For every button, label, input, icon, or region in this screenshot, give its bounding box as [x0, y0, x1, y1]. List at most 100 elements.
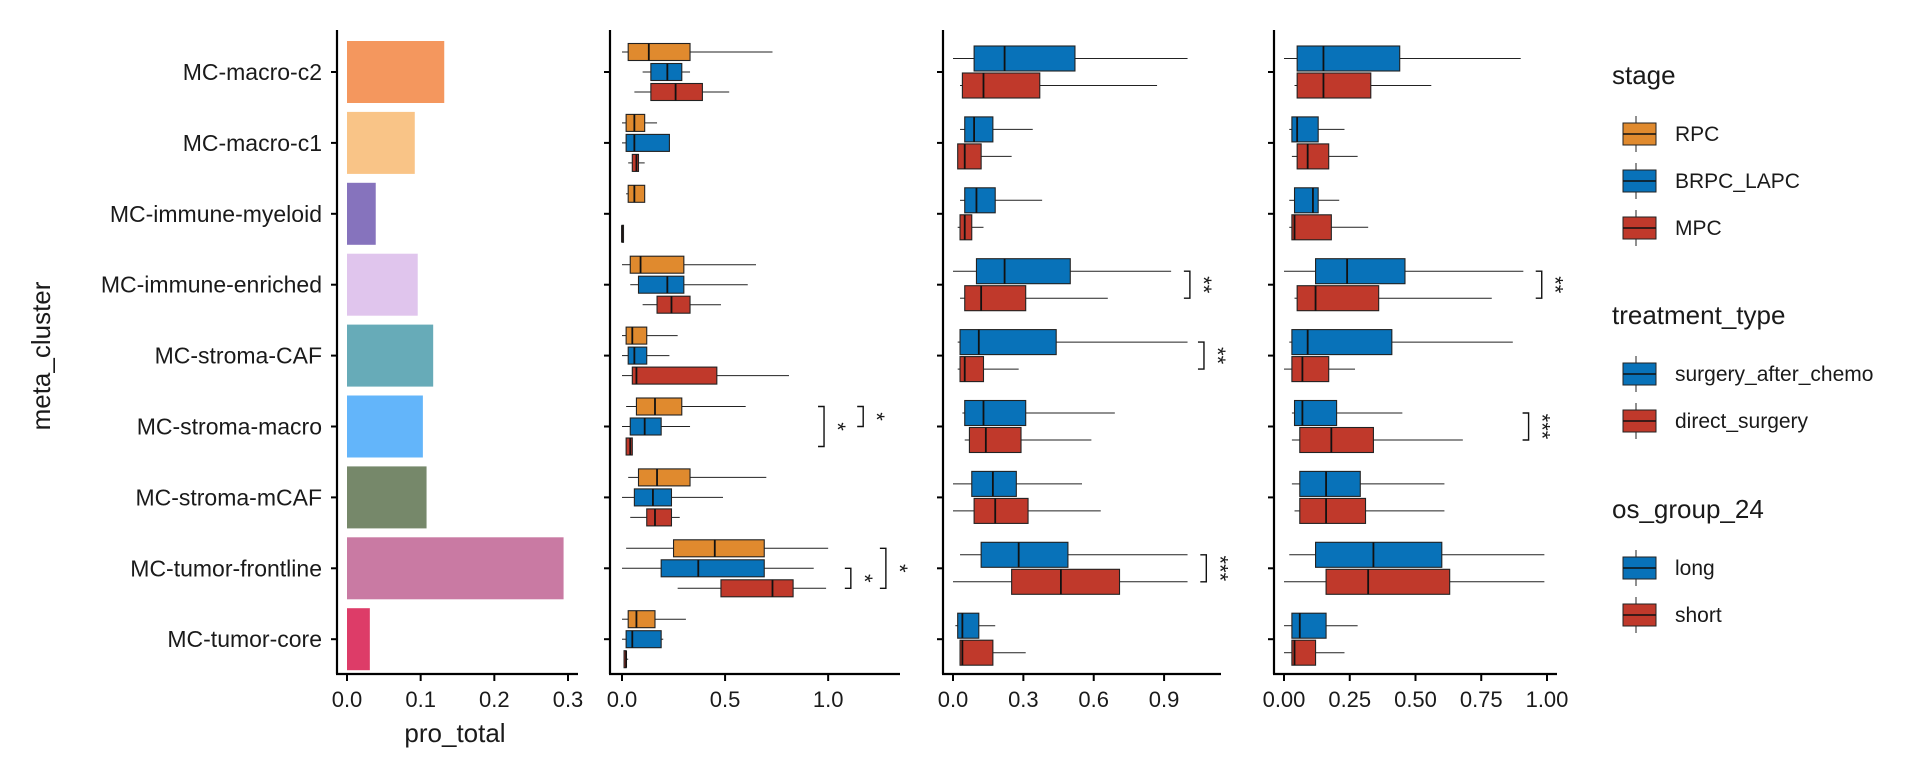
- panel-2: 0.0 0.5 1.0 * * * *: [604, 30, 912, 712]
- legend-label: direct_surgery: [1675, 410, 1809, 433]
- box: [629, 417, 662, 436]
- legend-label: long: [1675, 557, 1715, 580]
- x-tick-label: 0.2: [479, 687, 510, 712]
- bar: [347, 395, 423, 458]
- significance-stars: **: [1543, 276, 1568, 294]
- category-label: MC-tumor-frontline: [130, 555, 322, 581]
- box: [625, 630, 662, 649]
- legend-title: stage: [1612, 60, 1676, 90]
- box: [627, 184, 646, 203]
- category-labels: MC-macro-c2 MC-macro-c1 MC-immune-myeloid M…: [101, 59, 322, 652]
- bar: [347, 182, 376, 245]
- box: [975, 258, 1071, 285]
- legend-title: treatment_type: [1612, 300, 1785, 330]
- x-tick-label: 0.50: [1394, 687, 1437, 712]
- box: [959, 329, 1057, 356]
- significance-bracket: [844, 567, 852, 589]
- x-tick-label: 0.6: [1078, 687, 1109, 712]
- x-tick-label: 0.9: [1149, 687, 1180, 712]
- box: [625, 437, 633, 456]
- box: [973, 45, 1076, 72]
- panel-4: 0.00 0.25 0.50 0.75 1.00*****: [1263, 30, 1569, 712]
- significance-bracket: [879, 547, 887, 589]
- panel-1: 0.0 0.1 0.2 0.3 pro_total: [331, 30, 583, 748]
- box: [1299, 470, 1361, 497]
- box: [973, 497, 1029, 524]
- box: [672, 539, 765, 558]
- legend-label: BRPC_LAPC: [1675, 170, 1800, 193]
- x-tick-label: 0.1: [405, 687, 436, 712]
- box: [627, 346, 648, 365]
- box: [964, 285, 1027, 312]
- box: [625, 133, 670, 152]
- category-label: MC-immune-enriched: [101, 272, 322, 298]
- x-tick-label: 0.25: [1328, 687, 1371, 712]
- panel-3: 0.0 0.3 0.6 0.9*******: [937, 30, 1232, 712]
- box: [650, 62, 683, 82]
- box: [1325, 568, 1451, 595]
- x-tick-label: 1.0: [813, 687, 844, 712]
- x-tick-label: 0.0: [332, 687, 363, 712]
- x-tick-label: 0.3: [1008, 687, 1039, 712]
- box: [1011, 568, 1121, 595]
- significance-stars: ***: [1530, 414, 1555, 440]
- x-tick-label: 0.5: [710, 687, 741, 712]
- box: [1315, 258, 1406, 285]
- box: [1296, 285, 1380, 312]
- category-label: MC-stroma-CAF: [155, 343, 322, 369]
- box: [1293, 187, 1319, 214]
- y-axis-title: meta_cluster: [26, 281, 56, 430]
- significance-bracket: [1197, 341, 1205, 370]
- box: [968, 426, 1022, 454]
- legend-stage: stage RPC BRPC_LAPC MPC: [1612, 60, 1800, 246]
- legend-title: os_group_24: [1612, 494, 1764, 524]
- significance-stars: **: [1205, 347, 1230, 365]
- box: [1291, 612, 1327, 639]
- box: [961, 72, 1041, 99]
- box: [625, 326, 648, 345]
- significance-bracket: [1200, 554, 1208, 583]
- box: [720, 579, 794, 598]
- category-label: MC-immune-myeloid: [110, 201, 322, 227]
- significance-bracket: [1183, 270, 1191, 299]
- box: [971, 470, 1017, 497]
- bar: [347, 537, 564, 600]
- significance-stars: ***: [1207, 555, 1232, 581]
- box: [631, 366, 718, 385]
- legend-label: MPC: [1675, 217, 1722, 240]
- box: [964, 399, 1027, 427]
- box: [625, 113, 646, 132]
- category-label: MC-stroma-mCAF: [135, 484, 322, 510]
- legend-label: surgery_after_chemo: [1675, 363, 1873, 386]
- box: [627, 610, 656, 629]
- legend-treatment_type: treatment_type surgery_after_chemo direct_…: [1612, 300, 1873, 439]
- legends: stage RPC BRPC_LAPC MPC treatment_typesurger…: [1612, 60, 1873, 633]
- category-label: MC-macro-c1: [183, 130, 322, 156]
- box: [660, 559, 765, 578]
- category-label: MC-stroma-macro: [137, 414, 322, 440]
- box: [1296, 72, 1372, 99]
- significance-stars: *: [825, 422, 850, 431]
- box: [959, 639, 994, 666]
- box: [637, 275, 685, 294]
- box: [957, 143, 982, 170]
- bar: [347, 41, 445, 103]
- significance-bracket: [1535, 270, 1543, 299]
- box: [1291, 116, 1319, 143]
- bar: [347, 111, 415, 174]
- x-tick-label: 0.0: [938, 687, 969, 712]
- box: [964, 116, 994, 143]
- significance-bracket: [857, 405, 864, 428]
- bar: [347, 324, 434, 387]
- bar: [347, 253, 418, 316]
- box: [980, 541, 1069, 568]
- significance-bracket: [818, 405, 825, 448]
- x-tick-label: 1.00: [1526, 687, 1569, 712]
- significance-stars: *: [887, 564, 912, 573]
- legend-label: short: [1675, 604, 1722, 627]
- significance-stars: **: [1191, 276, 1216, 294]
- box: [635, 397, 683, 416]
